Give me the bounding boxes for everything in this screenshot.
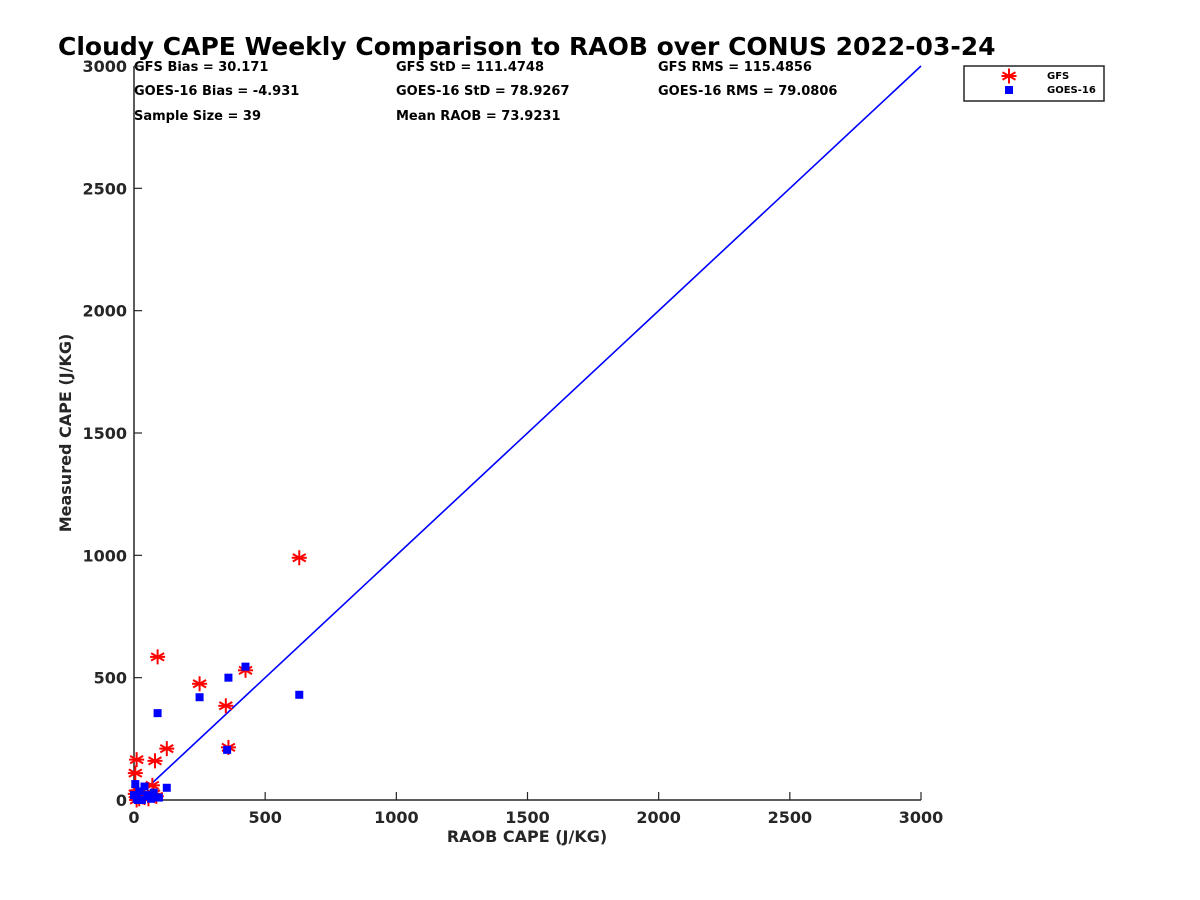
one-to-one-line — [133, 65, 922, 801]
goes16-point — [140, 782, 149, 791]
goes16-point — [133, 796, 142, 804]
x-axis-label: RAOB CAPE (J/KG) — [447, 827, 607, 846]
gfs-point — [291, 550, 307, 566]
gfs-point — [129, 752, 145, 768]
goes16-point — [162, 783, 171, 792]
gfs-point — [127, 765, 143, 781]
goes16-point — [223, 745, 232, 754]
stat-gfs-std: GFS StD = 111.4748 — [396, 60, 544, 75]
stats-annotations: GFS Bias = 30.171 GFS StD = 111.4748 GFS… — [134, 60, 837, 124]
gfs-point — [150, 649, 166, 665]
legend-goes16-label: GOES-16 — [1047, 85, 1096, 96]
y-axis-label: Measured CAPE (J/KG) — [56, 334, 75, 533]
goes16-point — [241, 662, 250, 671]
gfs-point — [192, 676, 208, 692]
axes: 0 500 1000 1500 2000 2500 3000 0 500 1000 1500 2000… — [82, 57, 943, 827]
legend: GFS GOES-16 — [963, 65, 1105, 102]
legend-gfs-marker — [1001, 68, 1017, 84]
goes16-point — [135, 787, 144, 796]
goes16-point — [153, 709, 162, 718]
chart-title: Cloudy CAPE Weekly Comparison to RAOB ov… — [58, 32, 996, 61]
y-tick-label: 0 — [116, 791, 127, 810]
legend-box — [963, 65, 1105, 102]
x-tick-label: 3000 — [899, 808, 944, 827]
stat-goes16-bias: GOES-16 Bias = -4.931 — [134, 84, 299, 99]
x-tick-label: 500 — [248, 808, 281, 827]
stat-sample-size: Sample Size = 39 — [134, 109, 261, 124]
stat-gfs-rms: GFS RMS = 115.4856 — [658, 60, 812, 75]
stat-goes16-std: GOES-16 StD = 78.9267 — [396, 84, 570, 99]
y-tick-label: 1000 — [82, 546, 127, 565]
series-goes-16 — [130, 662, 304, 804]
x-tick-label: 1000 — [374, 808, 419, 827]
gfs-point — [159, 741, 175, 757]
goes16-point — [147, 794, 156, 803]
goes16-point — [295, 690, 304, 699]
stat-mean-raob: Mean RAOB = 73.9231 — [396, 109, 561, 124]
series-gfs — [127, 550, 307, 808]
x-tick-label: 0 — [128, 808, 139, 827]
gfs-point — [218, 698, 234, 714]
goes16-point — [131, 780, 140, 789]
legend-goes16-marker — [1005, 86, 1013, 94]
goes16-point — [224, 673, 233, 682]
x-tick-label: 2500 — [768, 808, 813, 827]
gfs-point — [147, 753, 163, 769]
legend-gfs-symbol — [1001, 68, 1017, 84]
goes16-point — [195, 693, 204, 702]
goes16-point — [130, 791, 138, 800]
stat-goes16-rms: GOES-16 RMS = 79.0806 — [658, 84, 837, 99]
y-tick-label: 500 — [94, 669, 127, 688]
reference-line-layer — [133, 65, 922, 801]
x-tick-label: 2000 — [636, 808, 681, 827]
series-layer — [127, 550, 307, 808]
stat-gfs-bias: GFS Bias = 30.171 — [134, 60, 268, 75]
legend-gfs-label: GFS — [1047, 71, 1069, 82]
y-tick-label: 2000 — [82, 302, 127, 321]
legend-goes16-symbol — [1005, 86, 1013, 94]
y-tick-label: 1500 — [82, 424, 127, 443]
y-tick-label: 2500 — [82, 179, 127, 198]
y-tick-label: 3000 — [82, 57, 127, 76]
x-tick-label: 1500 — [505, 808, 550, 827]
goes16-point — [154, 793, 163, 802]
